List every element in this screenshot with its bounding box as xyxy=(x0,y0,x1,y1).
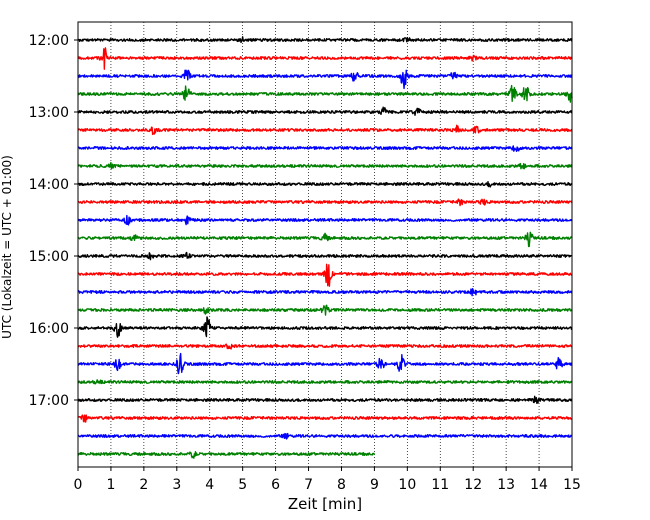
x-tick-label-4: 4 xyxy=(205,477,214,493)
y-tick-label-0: 12:00 xyxy=(29,33,69,49)
trace-1645 xyxy=(77,379,573,385)
trace-1300 xyxy=(77,106,573,116)
x-axis-ticks: 0 1 2 3 4 5 6 7 8 9 10 11 12 13 14 15 xyxy=(74,467,581,493)
x-tick-label-8: 8 xyxy=(337,477,346,493)
x-tick-label-1: 1 xyxy=(106,477,115,493)
x-tick-label-5: 5 xyxy=(238,477,247,493)
trace-1430 xyxy=(77,214,573,226)
x-tick-label-12: 12 xyxy=(464,477,482,493)
x-tick-label-10: 10 xyxy=(398,477,416,493)
y-axis-label: UTC (Lokalzeit = UTC + 01:00) xyxy=(0,155,14,339)
x-tick-label-14: 14 xyxy=(530,477,548,493)
trace-1345 xyxy=(77,161,573,170)
trace-1315 xyxy=(77,124,573,136)
trace-1415 xyxy=(77,198,573,207)
plot-frame xyxy=(77,21,573,468)
seismic-traces xyxy=(77,36,573,459)
trace-1500 xyxy=(77,251,573,261)
trace-1445 xyxy=(77,231,573,248)
x-tick-label-2: 2 xyxy=(139,477,148,493)
x-tick-label-13: 13 xyxy=(497,477,515,493)
trace-1200 xyxy=(77,36,573,44)
trace-1215 xyxy=(77,47,573,70)
x-tick-label-7: 7 xyxy=(304,477,313,493)
trace-1515 xyxy=(77,263,573,287)
trace-1745 xyxy=(77,451,376,459)
y-tick-label-2: 14:00 xyxy=(29,177,69,193)
trace-1530 xyxy=(77,288,573,297)
x-tick-label-15: 15 xyxy=(563,477,581,493)
trace-1400 xyxy=(77,180,573,188)
trace-1615 xyxy=(77,343,573,350)
y-tick-label-5: 17:00 xyxy=(29,393,69,409)
x-tick-label-9: 9 xyxy=(370,477,379,493)
trace-1730 xyxy=(77,432,573,440)
x-tick-label-3: 3 xyxy=(172,477,181,493)
x-tick-label-0: 0 xyxy=(74,477,83,493)
y-tick-label-3: 15:00 xyxy=(29,249,69,265)
trace-1245 xyxy=(77,84,573,103)
trace-1600 xyxy=(77,316,573,338)
trace-1715 xyxy=(77,414,573,423)
x-tick-label-11: 11 xyxy=(431,477,449,493)
y-axis-ticks: 12:00 13:00 14:00 15:00 16:00 17:00 xyxy=(29,33,78,409)
trace-1230 xyxy=(77,69,573,90)
y-tick-label-1: 13:00 xyxy=(29,105,69,121)
trace-1630 xyxy=(77,352,573,375)
trace-1330 xyxy=(77,145,573,153)
y-tick-label-4: 16:00 xyxy=(29,321,69,337)
x-tick-label-6: 6 xyxy=(271,477,280,493)
trace-1700 xyxy=(77,395,573,405)
x-axis-label: Zeit [min] xyxy=(288,495,362,513)
trace-1545 xyxy=(77,304,573,316)
